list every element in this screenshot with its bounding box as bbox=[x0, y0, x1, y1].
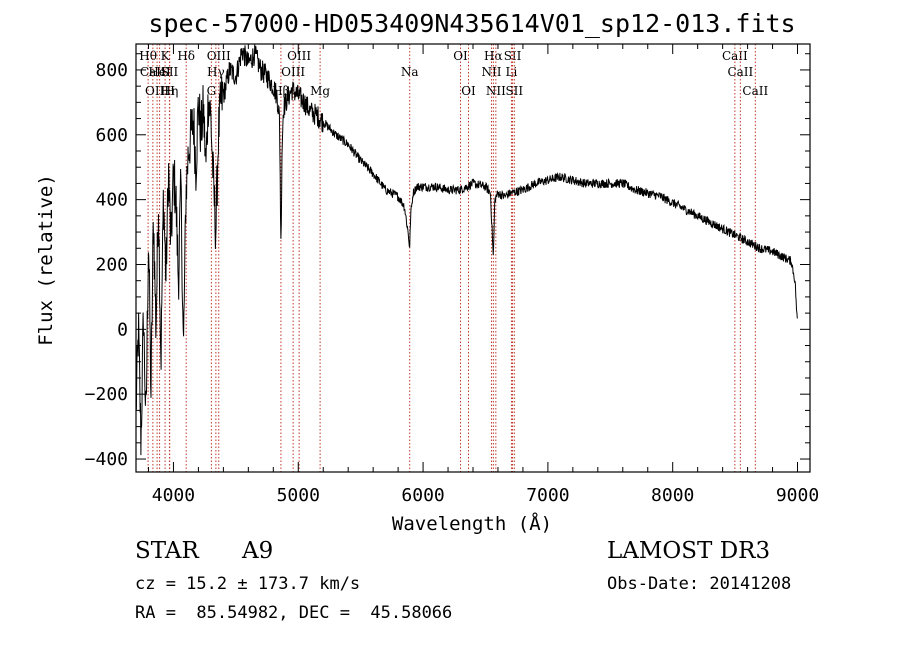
y-tick-label: 400 bbox=[95, 190, 128, 211]
y-tick-label: −200 bbox=[85, 384, 128, 405]
line-marker-label: Mg bbox=[310, 84, 330, 98]
coordinates-info: RA = 85.54982, DEC = 45.58066 bbox=[135, 603, 453, 623]
line-marker-label: OIII bbox=[281, 65, 305, 79]
y-tick-label: 0 bbox=[117, 319, 128, 340]
y-tick-label: 800 bbox=[95, 60, 128, 81]
line-marker-label: Hα bbox=[484, 49, 503, 63]
x-tick-label: 9000 bbox=[776, 485, 819, 506]
x-tick-label: 4000 bbox=[152, 485, 195, 506]
line-marker-label: Hδ bbox=[177, 49, 195, 63]
line-marker-label: OIII bbox=[207, 49, 231, 63]
line-marker-label: OIII bbox=[287, 49, 311, 63]
line-marker-label: SII bbox=[504, 49, 522, 63]
line-marker-label: SII bbox=[505, 84, 523, 98]
line-marker-label: OI bbox=[461, 84, 476, 98]
line-marker-label: Hθ bbox=[139, 49, 157, 63]
line-marker-label: Li bbox=[506, 65, 518, 79]
object-type: STAR bbox=[135, 538, 199, 564]
spectrum-line bbox=[135, 44, 798, 456]
line-marker-label: CaII bbox=[727, 65, 753, 79]
line-marker-label: OIII bbox=[145, 84, 169, 98]
x-axis-label: Wavelength (Å) bbox=[392, 512, 552, 535]
emission-line-markers: HθCaIIOIIIHeIKSIIHηHHδGHγOIIIHβOIIIOIIIM… bbox=[139, 44, 768, 472]
observation-date: Obs-Date: 20141208 bbox=[607, 574, 792, 594]
line-marker-label: Hγ bbox=[207, 65, 225, 79]
line-marker-label: H bbox=[164, 84, 174, 98]
line-marker-label: CaII bbox=[742, 84, 768, 98]
plot-frame bbox=[135, 43, 811, 473]
line-marker-label: NII bbox=[481, 65, 501, 79]
x-tick-label: 6000 bbox=[401, 485, 444, 506]
line-marker-label: OI bbox=[453, 49, 468, 63]
line-marker-label: G bbox=[207, 84, 217, 98]
line-marker-label: Na bbox=[401, 65, 419, 79]
y-tick-label: 200 bbox=[95, 254, 128, 275]
x-tick-label: 7000 bbox=[526, 485, 569, 506]
spectral-subclass: A9 bbox=[242, 538, 274, 564]
spectrum-plot bbox=[135, 44, 798, 456]
survey-name: LAMOST DR3 bbox=[607, 538, 771, 564]
y-axis-label: Flux (relative) bbox=[35, 174, 57, 346]
y-tick-label: −400 bbox=[85, 449, 128, 470]
y-tick-label: 600 bbox=[95, 125, 128, 146]
line-marker-label: NII bbox=[486, 84, 506, 98]
line-marker-label: K bbox=[161, 49, 171, 63]
plot-axes: 4000 5000 6000 7000 8000 9000 −400 −200 0 200 400 6… bbox=[85, 43, 819, 506]
line-marker-label: CaII bbox=[722, 49, 748, 63]
x-tick-label: 8000 bbox=[651, 485, 694, 506]
chart-title: spec-57000-HD053409N435614V01_sp12-013.f… bbox=[148, 9, 795, 38]
redshift-info: cz = 15.2 ± 173.7 km/s bbox=[135, 574, 361, 594]
x-tick-label: 5000 bbox=[277, 485, 320, 506]
